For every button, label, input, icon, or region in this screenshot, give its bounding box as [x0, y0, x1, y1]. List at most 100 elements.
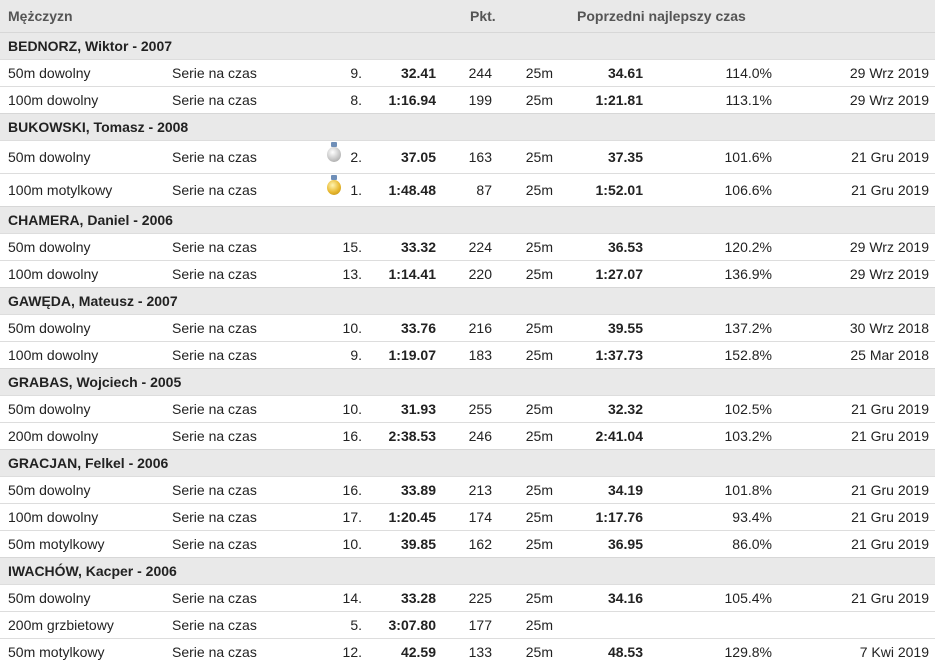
pool-length: 25m	[525, 428, 553, 444]
athlete-row: IWACHÓW, Kacper - 2006	[0, 557, 935, 584]
athlete-row: GRACJAN, Felkel - 2006	[0, 449, 935, 476]
previous-best-date: 29 Wrz 2019	[849, 266, 929, 282]
points: 177	[468, 617, 492, 633]
pool-length: 25m	[525, 266, 553, 282]
heat-type: Serie na czas	[172, 65, 257, 81]
pool-length: 25m	[525, 347, 553, 363]
place: 15.	[342, 239, 362, 255]
points: 183	[468, 347, 492, 363]
swim-time: 42.59	[400, 644, 436, 660]
improvement-percent: 152.8%	[724, 347, 772, 363]
place: 10.	[342, 401, 362, 417]
pool-length: 25m	[525, 536, 553, 552]
pool-length: 25m	[525, 65, 553, 81]
place: 12.	[342, 644, 362, 660]
previous-best-date: 29 Wrz 2019	[849, 239, 929, 255]
swim-time: 2:38.53	[388, 428, 436, 444]
table-row: 50m dowolny Serie na czas 14. 33.28 225 25m 34…	[0, 584, 935, 611]
improvement-percent: 103.2%	[724, 428, 772, 444]
improvement-percent: 93.4%	[732, 509, 772, 525]
event-name: 100m dowolny	[8, 347, 99, 363]
previous-best-date: 25 Mar 2018	[850, 347, 929, 363]
previous-best-time: 1:17.76	[595, 509, 643, 525]
event-name: 50m motylkowy	[8, 644, 105, 660]
points: 174	[468, 509, 492, 525]
previous-best-time: 36.53	[607, 239, 643, 255]
swim-time: 1:48.48	[388, 182, 436, 198]
pool-length: 25m	[525, 509, 553, 525]
heat-type: Serie na czas	[172, 428, 257, 444]
points: 225	[468, 590, 492, 606]
table-row: 100m dowolny Serie na czas 8. 1:16.94 199 25m…	[0, 86, 935, 113]
previous-best-date: 30 Wrz 2018	[849, 320, 929, 336]
improvement-percent: 114.0%	[725, 65, 772, 81]
place: 13.	[342, 266, 362, 282]
previous-best-time: 32.32	[607, 401, 643, 417]
previous-best-date: 21 Gru 2019	[851, 428, 929, 444]
swim-time: 39.85	[400, 536, 436, 552]
pool-length: 25m	[525, 182, 553, 198]
table-row: 50m dowolny Serie na czas 15. 33.32 224 25m 36…	[0, 233, 935, 260]
points: 199	[468, 92, 492, 108]
athlete-name: BUKOWSKI, Tomasz - 2008	[8, 119, 189, 135]
event-name: 100m dowolny	[8, 266, 99, 282]
event-name: 100m dowolny	[8, 92, 99, 108]
event-name: 100m motylkowy	[8, 182, 113, 198]
place: 1.	[350, 182, 362, 198]
event-name: 50m motylkowy	[8, 536, 105, 552]
previous-best-date: 21 Gru 2019	[851, 536, 929, 552]
event-name: 50m dowolny	[8, 590, 91, 606]
previous-best-date: 29 Wrz 2019	[849, 92, 929, 108]
previous-best-header: Poprzedni najlepszy czas	[577, 8, 746, 24]
pool-length: 25m	[525, 92, 553, 108]
heat-type: Serie na czas	[172, 347, 257, 363]
event-name: 200m dowolny	[8, 428, 99, 444]
place: 8.	[350, 92, 362, 108]
swim-time: 1:16.94	[388, 92, 436, 108]
previous-best-time: 1:52.01	[595, 182, 643, 198]
swim-time: 1:19.07	[388, 347, 436, 363]
place: 10.	[342, 320, 362, 336]
swim-time: 32.41	[400, 65, 436, 81]
improvement-percent: 136.9%	[724, 266, 772, 282]
swim-time: 37.05	[400, 149, 436, 165]
pool-length: 25m	[525, 590, 553, 606]
previous-best-date: 21 Gru 2019	[851, 182, 929, 198]
table-row: 100m dowolny Serie na czas 13. 1:14.41 220 25…	[0, 260, 935, 287]
gold-medal-icon	[327, 175, 341, 195]
points: 220	[468, 266, 492, 282]
place: 10.	[342, 536, 362, 552]
heat-type: Serie na czas	[172, 590, 257, 606]
athlete-name: IWACHÓW, Kacper - 2006	[8, 563, 177, 579]
previous-best-time: 34.61	[607, 65, 643, 81]
table-row: 50m motylkowy Serie na czas 10. 39.85 162 25m…	[0, 530, 935, 557]
place: 16.	[342, 482, 362, 498]
improvement-percent: 113.1%	[725, 92, 772, 108]
swim-time: 33.89	[400, 482, 436, 498]
table-row: 50m dowolny Serie na czas 10. 31.93 255 25m 32…	[0, 395, 935, 422]
points: 224	[468, 239, 492, 255]
pool-length: 25m	[525, 401, 553, 417]
pool-length: 25m	[525, 617, 553, 633]
table-row: 50m dowolny Serie na czas 2. 37.05 163 25m 37.…	[0, 140, 935, 173]
table-row: 200m grzbietowy Serie na czas 5. 3:07.80 177…	[0, 611, 935, 638]
heat-type: Serie na czas	[172, 182, 257, 198]
place: 5.	[350, 617, 362, 633]
previous-best-date: 21 Gru 2019	[851, 509, 929, 525]
pool-length: 25m	[525, 644, 553, 660]
points: 216	[468, 320, 492, 336]
athlete-row: GRABAS, Wojciech - 2005	[0, 368, 935, 395]
swim-time: 3:07.80	[388, 617, 436, 633]
heat-type: Serie na czas	[172, 320, 257, 336]
swim-time: 1:20.45	[388, 509, 436, 525]
event-name: 50m dowolny	[8, 149, 91, 165]
previous-best-date: 7 Kwi 2019	[859, 644, 929, 660]
event-name: 200m grzbietowy	[8, 617, 114, 633]
previous-best-date: 21 Gru 2019	[851, 482, 929, 498]
swim-time: 1:14.41	[388, 266, 436, 282]
table-body: BEDNORZ, Wiktor - 2007 50m dowolny Serie n…	[0, 32, 935, 665]
event-name: 50m dowolny	[8, 401, 91, 417]
athlete-name: BEDNORZ, Wiktor - 2007	[8, 38, 173, 54]
pool-length: 25m	[525, 149, 553, 165]
table-header: Mężczyzn Pkt. Poprzedni najlepszy czas	[0, 0, 935, 32]
